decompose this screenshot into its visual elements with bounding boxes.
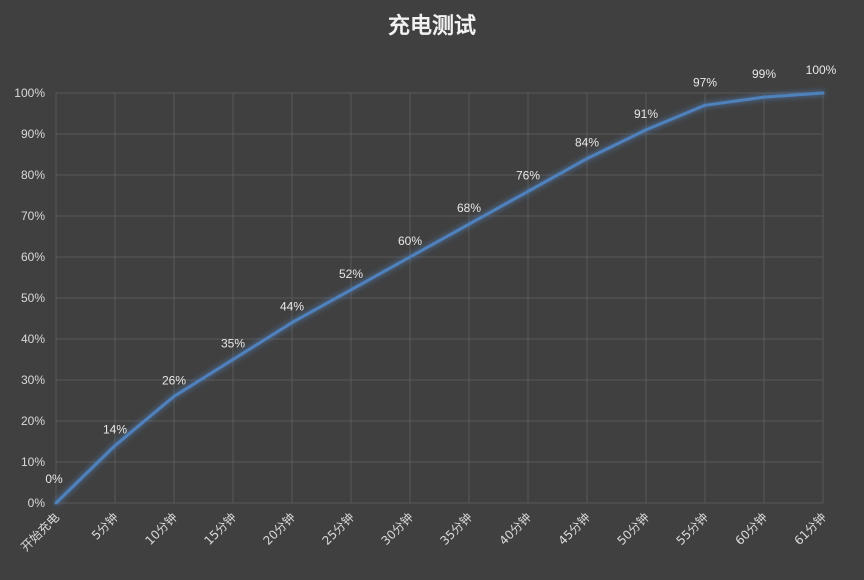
y-tick-label: 30% <box>21 373 45 387</box>
y-tick-label: 0% <box>28 496 46 510</box>
x-tick-label: 20分钟 <box>260 510 298 548</box>
x-tick-label: 开始充电 <box>18 510 63 555</box>
data-labels: 0% 14% 26% 35% 44% 52% 60% 68% 76% 84% 91% 97% 99% 10… <box>45 63 836 486</box>
x-tick-label: 10分钟 <box>142 510 180 548</box>
data-label: 14% <box>103 423 127 437</box>
y-tick-label: 90% <box>21 127 45 141</box>
x-tick-label: 5分钟 <box>88 510 121 543</box>
x-tick-label: 55分钟 <box>673 510 711 548</box>
data-label: 60% <box>398 234 422 248</box>
data-label: 99% <box>752 67 776 81</box>
grid <box>55 92 824 504</box>
x-tick-label: 60分钟 <box>732 510 770 548</box>
x-tick-label: 61分钟 <box>791 510 829 548</box>
data-label: 26% <box>162 373 186 387</box>
x-tick-label: 40分钟 <box>496 510 534 548</box>
y-tick-label: 10% <box>21 455 45 469</box>
data-label: 52% <box>339 267 363 281</box>
y-tick-label: 80% <box>21 168 45 182</box>
data-label: 0% <box>45 472 63 486</box>
data-label: 68% <box>457 201 481 215</box>
x-axis-ticks: 开始充电 5分钟 10分钟 15分钟 20分钟 25分钟 30分钟 35分钟 40分钟 45分钟 5… <box>18 510 830 555</box>
y-tick-label: 20% <box>21 414 45 428</box>
data-label: 100% <box>806 63 837 77</box>
y-tick-label: 60% <box>21 250 45 264</box>
chart-title: 充电测试 <box>388 13 476 39</box>
x-tick-label: 15分钟 <box>201 510 239 548</box>
y-axis-ticks: 0% 10% 20% 30% 40% 50% 60% 70% 80% 90% 100% <box>14 86 45 510</box>
y-tick-label: 100% <box>14 86 45 100</box>
x-tick-label: 35分钟 <box>437 510 475 548</box>
x-tick-label: 25分钟 <box>319 510 357 548</box>
y-tick-label: 40% <box>21 332 45 346</box>
series-layer <box>54 91 825 505</box>
x-tick-label: 30分钟 <box>378 510 416 548</box>
x-tick-label: 45分钟 <box>555 510 593 548</box>
data-label: 91% <box>634 107 658 121</box>
data-label: 97% <box>693 75 717 89</box>
data-label: 76% <box>516 168 540 182</box>
x-tick-label: 50分钟 <box>614 510 652 548</box>
series-line <box>54 91 825 505</box>
data-label: 35% <box>221 337 245 351</box>
y-tick-label: 70% <box>21 209 45 223</box>
data-label: 84% <box>575 136 599 150</box>
data-label: 44% <box>280 300 304 314</box>
y-tick-label: 50% <box>21 291 45 305</box>
